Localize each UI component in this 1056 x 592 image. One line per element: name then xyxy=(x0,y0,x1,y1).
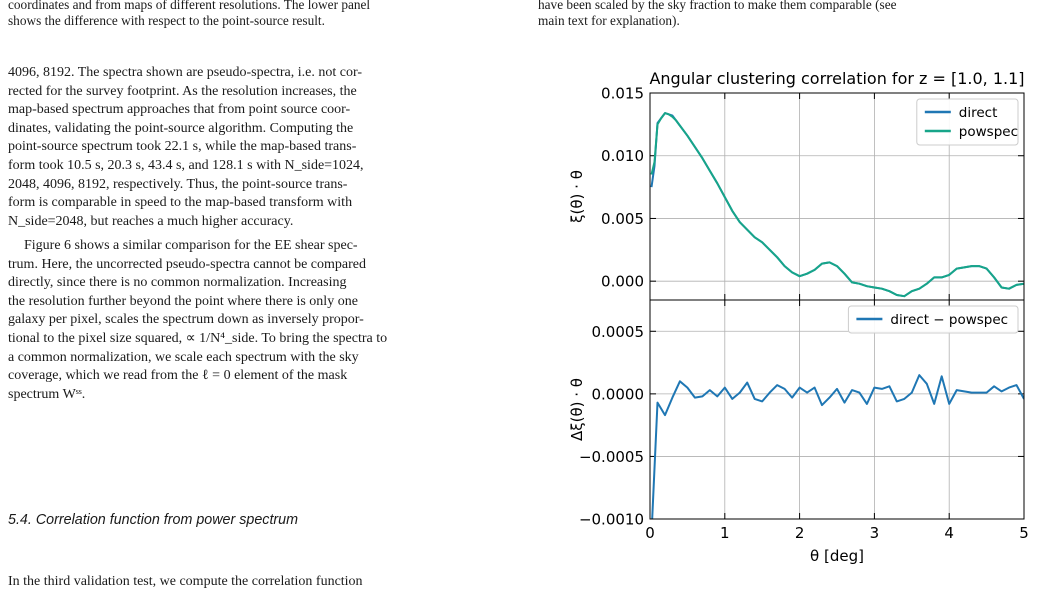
y-tick-label: 0.0000 xyxy=(592,385,645,403)
x-tick-label: 2 xyxy=(795,524,805,542)
y-tick-label: 0.0005 xyxy=(592,323,645,341)
para-line: In the third validation test, we compute… xyxy=(8,574,363,589)
legend-label: powspec xyxy=(959,124,1018,140)
y-tick-label: −0.0005 xyxy=(579,448,644,466)
para-line: map-based spectrum approaches that from … xyxy=(8,102,351,118)
x-tick-label: 1 xyxy=(720,524,730,542)
x-tick-label: 0 xyxy=(645,524,655,542)
series-line-direct---powspec xyxy=(651,374,1024,519)
right-caption-tail: have been scaled by the sky fraction to … xyxy=(538,0,1048,28)
caption-line: shows the difference with respect to the… xyxy=(8,12,325,28)
y-axis-label: ξ(θ) · θ xyxy=(568,170,586,223)
para-line: coverage, which we read from the ℓ = 0 e… xyxy=(8,368,348,384)
para-line: the resolution further beyond the point … xyxy=(8,293,358,309)
para-line: trum. Here, the uncorrected pseudo-spect… xyxy=(8,256,367,272)
legend-label: direct − powspec xyxy=(890,312,1008,328)
axes-frame xyxy=(649,299,1025,520)
caption-line: have been scaled by the sky fraction to … xyxy=(538,0,897,12)
caption-line: main text for explanation). xyxy=(538,12,680,28)
para-line: spectrum Wˢˢ. xyxy=(8,386,86,402)
para-line: galaxy per pixel, scales the spectrum do… xyxy=(8,312,364,328)
y-tick-label: 0.015 xyxy=(601,85,644,103)
paragraph-2: Figure 6 shows a similar comparison for … xyxy=(8,237,526,404)
para-line: form took 10.5 s, 20.3 s, 43.4 s, and 12… xyxy=(8,157,364,173)
top-panel: 0.015 0.010 0.005 0.000 ξ(θ) · θ Angular clus… xyxy=(568,69,1025,301)
y-tick-label: 0.000 xyxy=(601,273,644,291)
figure: 0.015 0.010 0.005 0.000 ξ(θ) · θ Angular clus… xyxy=(538,58,1056,586)
para-line: Figure 6 shows a similar comparison for … xyxy=(24,238,358,253)
legend: direct − powspec xyxy=(847,305,1019,334)
legend-label: direct xyxy=(959,105,998,121)
para-line: point-source spectrum took 22.1 s, while… xyxy=(8,139,357,155)
chart-title: Angular clustering correlation for z = [… xyxy=(649,69,1024,88)
para-line: directly, since there is no common norma… xyxy=(8,275,347,291)
para-line: rected for the survey footprint. As the … xyxy=(8,83,357,99)
legend-box xyxy=(916,98,1019,146)
ticks: 0.015 0.010 0.005 0.000 xyxy=(601,85,1025,300)
correlation-figure: 0.015 0.010 0.005 0.000 ξ(θ) · θ Angular clus… xyxy=(568,69,1029,565)
y-axis-label: Δξ(θ) · θ xyxy=(568,378,586,441)
para-line: N_side=2048, but reaches a much higher a… xyxy=(8,213,294,229)
series-line-powspec xyxy=(650,112,1024,298)
x-tick-label: 4 xyxy=(944,524,954,542)
para-line: form is comparable in speed to the map-b… xyxy=(8,195,353,211)
para-line: a common normalization, we scale each sp… xyxy=(8,349,359,365)
x-tick-label: 5 xyxy=(1019,524,1029,542)
series-lines xyxy=(651,374,1024,519)
para-line: 2048, 4096, 8192, respectively. Thus, th… xyxy=(8,176,348,192)
series-lines xyxy=(650,112,1024,298)
x-axis-label: θ [deg] xyxy=(810,547,864,565)
para-line: dinates, validating the point-source alg… xyxy=(8,120,354,136)
x-tick-label: 3 xyxy=(870,524,880,542)
y-tick-label: −0.0010 xyxy=(579,511,644,529)
caption-line: coordinates and from maps of different r… xyxy=(8,0,371,12)
para-line: tional to the pixel size squared, ∝ 1/N⁴… xyxy=(8,330,388,346)
para-line: 4096, 8192. The spectra shown are pseudo… xyxy=(8,65,363,80)
section-heading: 5.4. Correlation function from power spe… xyxy=(8,512,299,528)
legend-box xyxy=(847,305,1019,334)
legend: direct powspec xyxy=(916,98,1019,146)
paragraph-1: 4096, 8192. The spectra shown are pseudo… xyxy=(8,64,526,231)
y-tick-label: 0.010 xyxy=(601,147,644,165)
y-tick-label: 0.005 xyxy=(601,210,644,228)
left-caption-tail: coordinates and from maps of different r… xyxy=(8,0,526,28)
